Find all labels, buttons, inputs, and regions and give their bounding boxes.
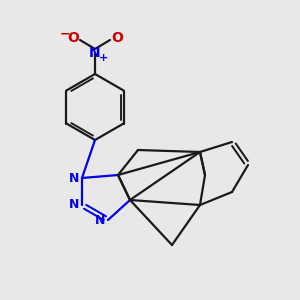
Text: N: N bbox=[89, 46, 101, 60]
Text: O: O bbox=[111, 31, 123, 45]
Text: O: O bbox=[67, 31, 79, 45]
Text: N: N bbox=[69, 172, 79, 184]
Text: N: N bbox=[69, 199, 79, 212]
Text: −: − bbox=[60, 28, 70, 40]
Text: +: + bbox=[98, 53, 108, 63]
Text: N: N bbox=[95, 214, 105, 226]
